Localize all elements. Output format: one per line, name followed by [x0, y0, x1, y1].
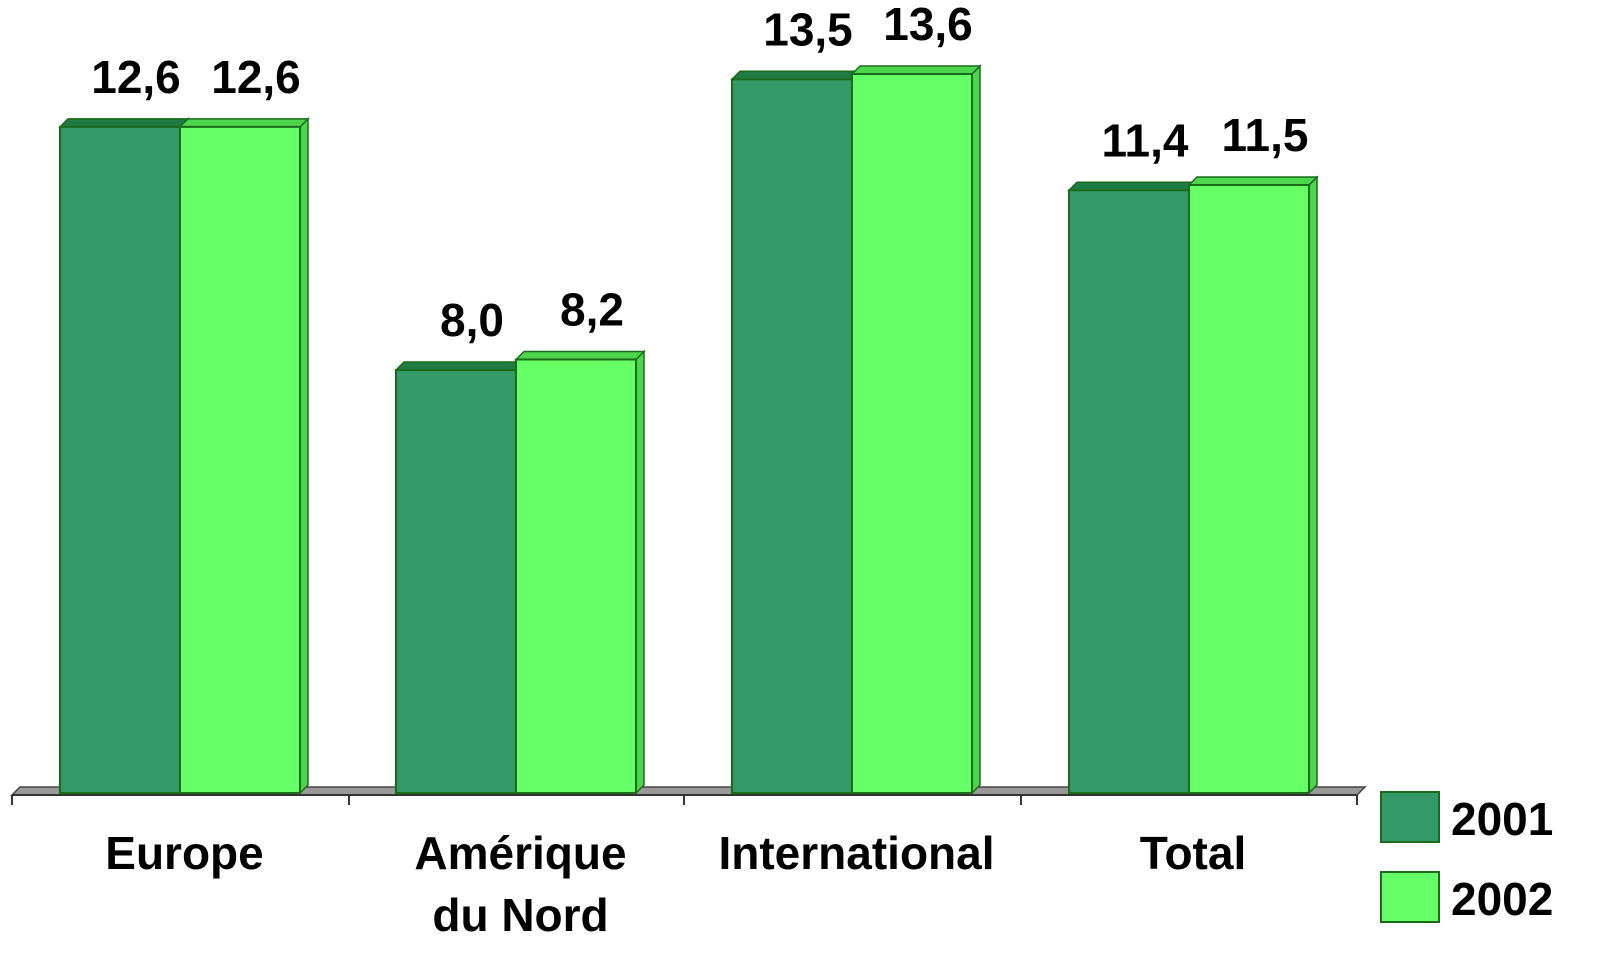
bar: [394, 360, 526, 795]
data-label: 11,4: [1102, 114, 1189, 166]
bar-front-face: [179, 125, 301, 794]
data-label: 12,6: [91, 51, 181, 103]
bar: [1067, 180, 1199, 795]
bar-side-face: [299, 117, 309, 795]
bar-front-face: [1188, 184, 1310, 795]
legend-swatch: [1380, 791, 1440, 843]
chart-floor: [10, 786, 1367, 805]
category-axis: Europe Amérique du Nord International Total: [105, 827, 1246, 941]
data-label: 8,2: [560, 283, 624, 335]
bar-front-face: [851, 73, 973, 794]
data-label: 13,6: [883, 0, 973, 50]
data-label: 13,5: [763, 3, 853, 55]
data-label: 11,5: [1222, 109, 1309, 161]
category-label: Total: [1140, 827, 1246, 879]
bar-front-face: [395, 369, 517, 794]
bar-top-face: [850, 65, 982, 75]
bar-top-face: [178, 118, 310, 128]
legend: 2001 2002: [1380, 791, 1553, 925]
bar-top-face: [58, 118, 190, 128]
legend-label: 2002: [1451, 873, 1553, 925]
bar: [730, 69, 862, 795]
bar: [850, 64, 982, 795]
bar-front-face: [731, 78, 853, 795]
bar-front-face: [59, 125, 181, 794]
bar-front-face: [515, 358, 637, 794]
data-label: 12,6: [211, 51, 301, 103]
bar: [178, 117, 310, 795]
bar-side-face: [1308, 175, 1318, 795]
bar-top-face: [730, 70, 862, 81]
data-labels: 12,6 12,6 8,0 8,2 13,5 13,6 11,4 11,5: [91, 0, 1308, 346]
category-label: Europe: [105, 827, 263, 879]
category-label: International: [718, 827, 994, 879]
bar-top-face: [1067, 181, 1199, 192]
bar: [1187, 175, 1319, 795]
legend-swatch: [1380, 871, 1440, 923]
bar-side-face: [971, 64, 981, 795]
bar-top-face: [1187, 176, 1319, 186]
bar: [514, 349, 646, 795]
bar-top-face: [394, 361, 526, 371]
category-label: Amérique: [414, 827, 626, 879]
data-label: 8,0: [440, 294, 504, 346]
legend-label: 2001: [1451, 793, 1553, 845]
bar-front-face: [1068, 189, 1190, 794]
bars: [58, 64, 1319, 795]
category-label: du Nord: [432, 889, 608, 941]
bar: [58, 117, 190, 795]
bar-side-face: [635, 349, 645, 795]
bar-top-face: [514, 350, 646, 361]
